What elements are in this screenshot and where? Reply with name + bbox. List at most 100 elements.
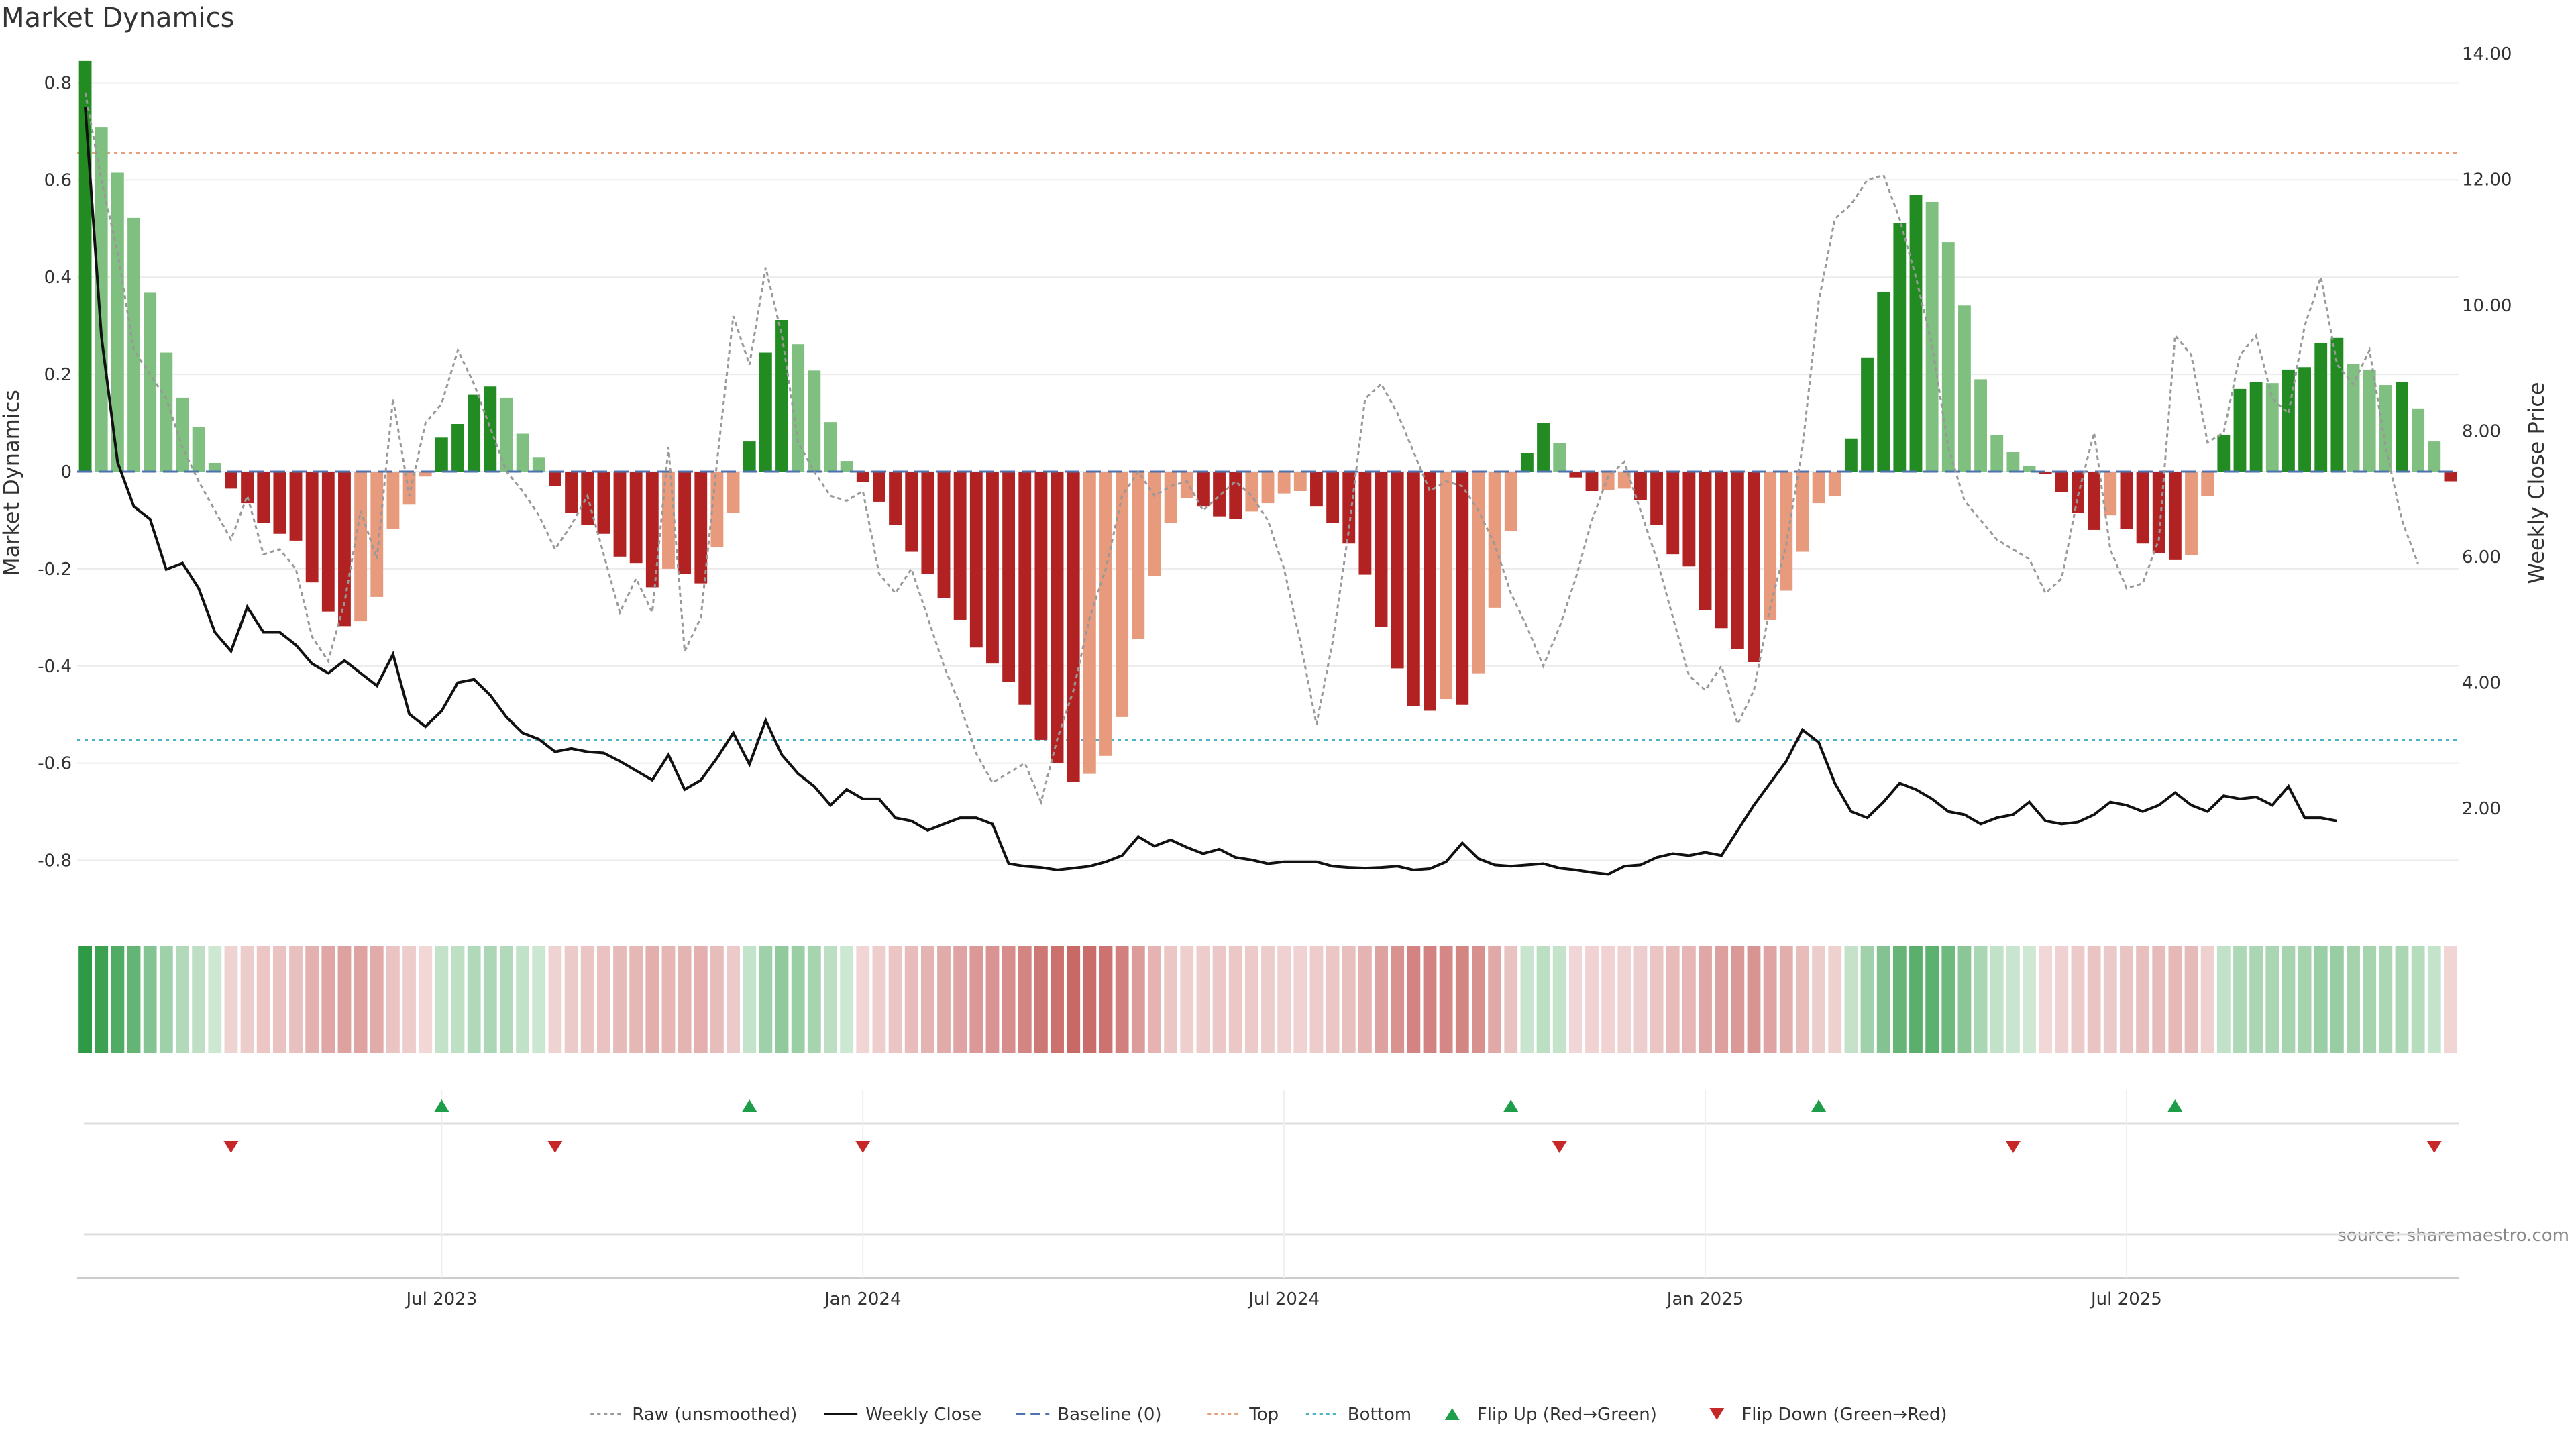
heat-cell [1747,946,1761,1053]
heat-cell [1277,946,1291,1053]
x-tick-label: Jan 2024 [823,1289,902,1309]
bar [1715,472,1728,629]
y2-tick-label: 4.00 [2462,674,2501,694]
flip-down-marker [547,1141,563,1153]
bar [1261,472,1275,504]
heat-cell [2314,946,2328,1053]
bar [1034,472,1048,740]
bar [419,472,432,477]
heat-cell [904,946,918,1053]
heat-cell [1391,946,1405,1053]
heat-cell [1488,946,1501,1053]
bar [1731,472,1744,649]
bar [225,472,237,489]
bar [1245,472,1258,512]
bar [95,127,108,472]
bar [2023,466,2036,472]
heat-cell [596,946,610,1053]
bar [370,472,384,597]
legend-label: Flip Down (Green→Red) [1741,1405,1947,1425]
bar [2120,472,2133,529]
heat-cell [1731,946,1745,1053]
bar [1067,472,1080,782]
bar [2363,369,2376,472]
heat-cell [143,946,157,1053]
heat-cell [321,946,335,1053]
bar [1893,223,1907,472]
bar [1585,472,1599,491]
bar [2104,472,2117,516]
heat-cell [1552,946,1566,1053]
bar [1213,472,1226,517]
y2-tick-label: 2.00 [2462,799,2501,819]
bar [808,370,821,472]
bar [1925,201,1939,472]
heat-cell [386,946,400,1053]
y-tick-label: -0.2 [38,559,72,580]
heat-cell [127,946,141,1053]
legend-item: Baseline (0) [1016,1405,1162,1425]
bar [111,172,124,472]
heat-cell [1034,946,1048,1053]
heat-cell [272,946,286,1053]
heat-cell [2039,946,2053,1053]
heat-cell [289,946,303,1053]
x-tick-label: Jul 2025 [2090,1289,2162,1309]
legend-label: Raw (unsmoothed) [632,1405,797,1425]
heat-cell [1196,946,1210,1053]
bar [2006,452,2020,472]
bar [2039,472,2052,474]
heat-cell [824,946,837,1053]
bar [2233,388,2247,472]
bar [1828,472,1841,496]
bar [840,461,853,472]
heat-cell [1228,946,1242,1053]
flip-up-marker [742,1099,757,1112]
bar [289,472,303,541]
flip-markers [77,1090,2459,1279]
heat-cell [1051,946,1064,1053]
heat-cell [419,946,433,1053]
heat-cell [613,946,627,1053]
heat-cell [985,946,1000,1053]
heat-cell [2298,946,2312,1053]
heat-cell [1342,946,1356,1053]
bar [2396,381,2408,472]
bar [856,472,869,482]
source-note: source: sharemaestro.com [2337,1226,2569,1246]
bar [824,422,837,472]
bar [1051,472,1064,763]
heat-cell [1844,946,1858,1053]
heat-cell [1812,946,1825,1053]
heat-cell [2395,946,2409,1053]
heat-cell [2233,946,2247,1053]
chart-title: Market Dynamics [1,3,234,34]
heat-cell [1715,946,1729,1053]
heat-cell [1601,946,1615,1053]
bar [354,472,368,622]
y2-tick-label: 12.00 [2462,170,2512,191]
bar [2444,472,2457,482]
heat-cell [710,946,724,1053]
bar [1682,472,1696,567]
heat-cell [2103,946,2117,1053]
bar [597,472,610,534]
legend-label: Weekly Close [865,1405,981,1425]
bar [1634,472,1647,500]
bar [2379,385,2392,472]
heat-cell [678,946,692,1053]
legend-item: Raw (unsmoothed) [590,1405,797,1425]
y-tick-label: 0 [60,462,72,482]
heat-cell [1439,946,1453,1053]
bar [1407,472,1420,706]
bar [500,397,513,472]
bar [727,472,740,513]
bar [273,472,286,534]
heat-cell [483,946,497,1053]
heat-cell [629,946,643,1053]
heat-cell [256,946,270,1053]
heat-cell [1002,946,1016,1053]
bar [484,386,497,472]
heat-cell [176,946,189,1053]
